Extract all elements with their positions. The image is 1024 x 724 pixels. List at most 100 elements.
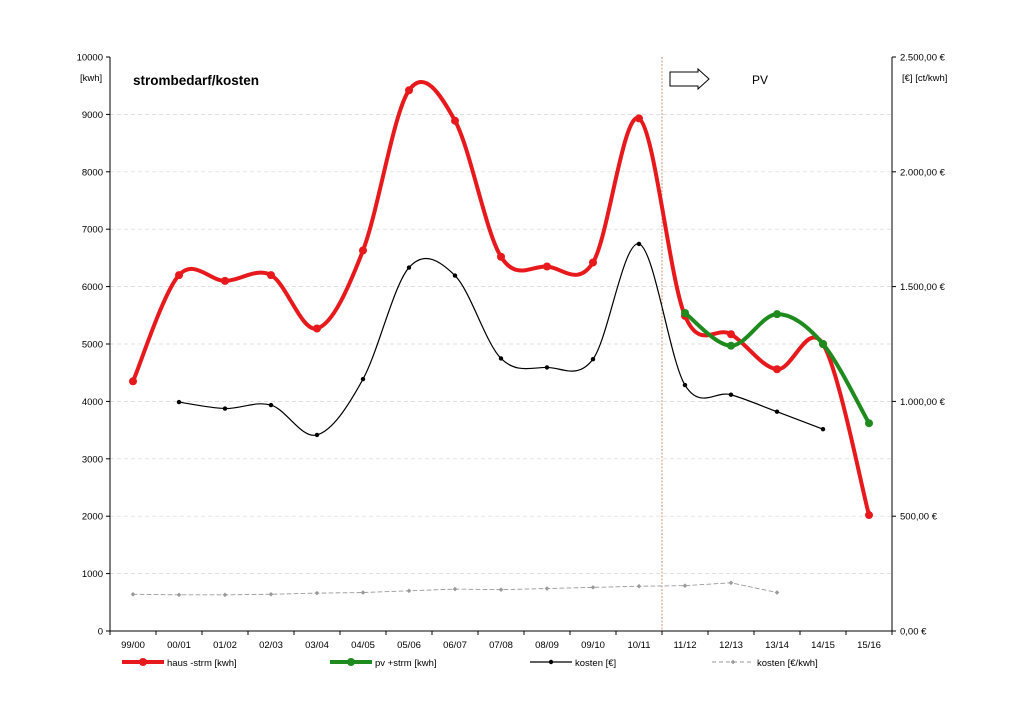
series-dashed-gray <box>130 580 780 598</box>
data-point <box>314 590 320 596</box>
right-tick-label: 1.500,00 € <box>900 282 946 293</box>
data-point <box>222 592 228 598</box>
x-tick-label: 07/08 <box>489 640 513 651</box>
data-point <box>406 588 412 594</box>
series-line <box>131 80 871 518</box>
right-tick-label: 0,00 € <box>900 627 927 638</box>
left-tick-label: 10000 <box>77 53 103 64</box>
data-point <box>498 587 504 592</box>
data-point <box>544 586 550 591</box>
legend-label: haus -strm [kwh] <box>167 658 237 669</box>
data-point <box>267 271 275 280</box>
data-point <box>681 309 689 318</box>
left-tick-label: 6000 <box>82 282 103 293</box>
data-point <box>497 252 505 261</box>
gridlines <box>110 114 892 574</box>
left-tick-label: 7000 <box>82 225 103 236</box>
series-layer <box>129 80 873 598</box>
legend-marker <box>347 658 355 666</box>
legend-label: pv +strm [kwh] <box>375 658 437 669</box>
series-thin-black <box>176 241 826 438</box>
left-tick-label: 2000 <box>82 512 103 523</box>
data-point <box>682 382 688 388</box>
x-tick-label: 06/07 <box>443 640 467 651</box>
right-tick-label: 2.500,00 € <box>900 53 946 64</box>
data-point <box>865 419 873 428</box>
data-point <box>452 273 458 278</box>
data-point <box>590 585 596 590</box>
legend-marker <box>548 659 554 665</box>
right-tick-label: 1.000,00 € <box>900 397 946 408</box>
x-tick-label: 11/12 <box>673 640 696 651</box>
x-tick-label: 04/05 <box>351 640 375 651</box>
x-tick-label: 12/13 <box>719 640 743 651</box>
left-tick-label: 8000 <box>82 167 103 178</box>
data-point <box>774 590 780 595</box>
data-point <box>682 583 688 588</box>
data-point <box>360 376 366 382</box>
data-point <box>268 402 274 408</box>
data-point <box>728 580 734 586</box>
data-point <box>313 324 321 333</box>
x-tick-label: 08/09 <box>535 640 559 651</box>
data-point <box>222 406 228 411</box>
data-point <box>314 432 320 438</box>
left-tick-label: 4000 <box>82 397 103 408</box>
data-point <box>359 246 367 255</box>
pv-annotation: PV <box>752 73 768 87</box>
left-tick-label: 5000 <box>82 340 103 351</box>
data-point <box>819 340 827 348</box>
data-point <box>773 365 781 374</box>
series-thick-green <box>681 309 873 428</box>
left-tick-label: 3000 <box>82 454 103 465</box>
x-tick-label: 02/03 <box>259 640 283 651</box>
legend: haus -strm [kwh] pv +strm [kwh] kosten [€]… <box>122 658 818 669</box>
legend-label: kosten [€] <box>575 658 616 669</box>
data-point <box>498 356 504 361</box>
data-point <box>360 590 366 595</box>
data-point <box>636 241 642 247</box>
data-point <box>820 426 826 432</box>
data-point <box>268 591 274 597</box>
axes-ticks: 0 1000 2000 3000 4000 5000 6000 7000 8000 9000 100… <box>77 53 946 652</box>
series-line <box>178 243 824 436</box>
data-point <box>175 271 183 280</box>
data-point <box>773 310 781 319</box>
x-tick-label: 99/00 <box>121 640 145 651</box>
x-tick-label: 13/14 <box>765 640 789 651</box>
chart-title: strombedarf/kosten <box>133 73 259 88</box>
series-thick-red <box>129 80 873 520</box>
data-point <box>589 258 597 267</box>
data-point <box>452 586 458 592</box>
legend-label: kosten [€/kwh] <box>757 658 818 669</box>
left-axis-unit: [kwh] <box>80 73 102 84</box>
data-point <box>544 365 550 370</box>
data-point <box>406 265 412 270</box>
data-point <box>130 591 136 597</box>
data-point <box>176 399 182 405</box>
data-point <box>543 262 551 271</box>
left-tick-label: 0 <box>98 627 103 638</box>
data-point <box>129 377 137 386</box>
data-point <box>727 341 735 350</box>
legend-marker <box>730 659 736 665</box>
data-point <box>774 409 780 414</box>
left-tick-label: 9000 <box>82 110 103 121</box>
data-point <box>728 392 734 397</box>
data-point <box>636 583 642 589</box>
x-tick-label: 01/02 <box>213 640 237 651</box>
x-tick-label: 05/06 <box>397 640 421 651</box>
data-point <box>590 356 596 362</box>
data-point <box>451 116 459 125</box>
data-point <box>635 114 643 123</box>
x-tick-label: 09/10 <box>581 640 605 651</box>
right-axis-unit: [€] [ct/kwh] <box>902 73 947 84</box>
x-tick-label: 03/04 <box>305 640 329 651</box>
x-tick-label: 00/01 <box>167 640 191 651</box>
right-tick-label: 500,00 € <box>900 512 938 523</box>
data-point <box>405 86 413 95</box>
legend-marker <box>139 658 147 666</box>
data-point <box>176 592 182 598</box>
data-point <box>865 511 873 520</box>
